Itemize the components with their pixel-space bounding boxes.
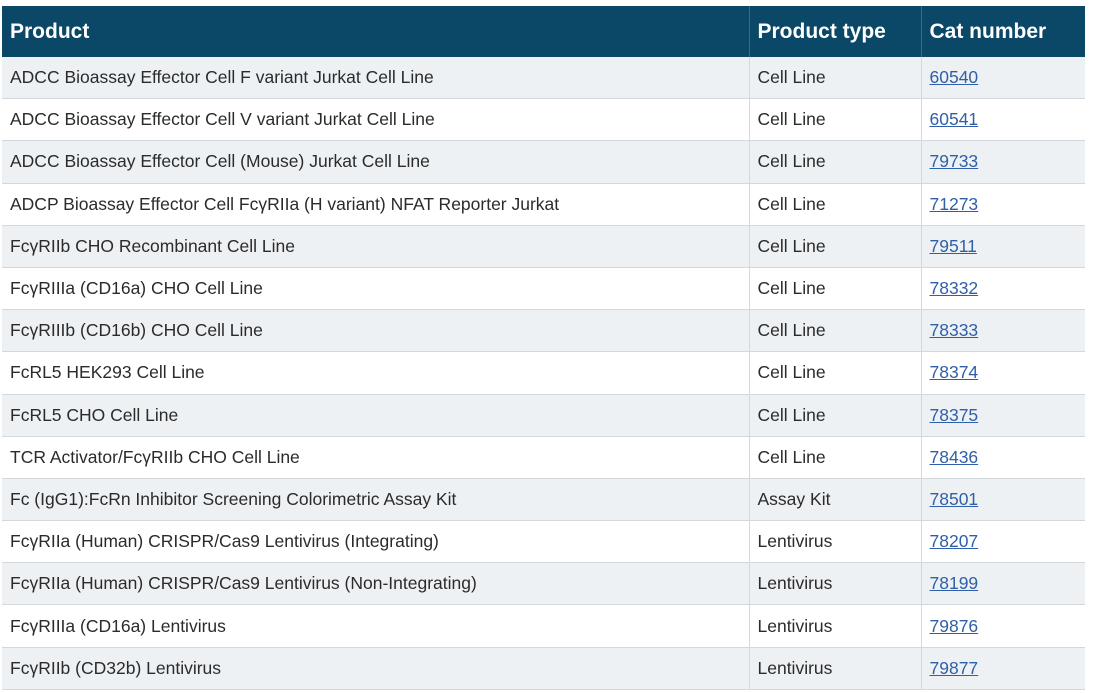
table-row: FcγRIIb (CD32b) Lentivirus Lentivirus 7987… (2, 647, 1085, 690)
product-name-cell: Fc (IgG1):FcRn Inhibitor Screening Color… (2, 478, 750, 522)
header-product: Product (2, 6, 750, 57)
product-name-cell: ADCC Bioassay Effector Cell F variant Ju… (2, 57, 750, 100)
cat-number-cell: 78333 (921, 309, 1085, 353)
table-row: ADCC Bioassay Effector Cell (Mouse) Jurk… (2, 140, 1085, 184)
product-name-cell: FcγRIIa (Human) CRISPR/Cas9 Lentivirus (… (2, 520, 750, 564)
cat-number-link[interactable]: 78207 (929, 531, 979, 552)
table-row: FcγRIIa (Human) CRISPR/Cas9 Lentivirus (… (2, 520, 1085, 564)
table-row: FcγRIIIa (CD16a) CHO Cell Line Cell Line 7… (2, 267, 1085, 311)
cat-number-link[interactable]: 79511 (929, 235, 977, 256)
cat-number-link[interactable]: 78375 (929, 404, 979, 425)
cat-number-cell: 78375 (921, 394, 1085, 437)
cat-number-cell: 79733 (921, 140, 1085, 184)
product-type-cell: Cell Line (749, 351, 922, 395)
cat-number-cell: 78199 (921, 562, 1085, 606)
product-type-cell: Cell Line (749, 394, 922, 437)
product-type-cell: Lentivirus (749, 520, 922, 564)
cat-number-link[interactable]: 78436 (929, 446, 979, 467)
table-row: TCR Activator/FcγRIIb CHO Cell Line Cell … (2, 436, 1085, 479)
table-row: FcγRIIa (Human) CRISPR/Cas9 Lentivirus (… (2, 562, 1085, 606)
product-name-cell: FcγRIIIa (CD16a) CHO Cell Line (2, 267, 750, 311)
product-table-container: Product Product type Cat number ADCC Bio… (2, 6, 1085, 690)
product-name-cell: TCR Activator/FcγRIIb CHO Cell Line (2, 436, 750, 479)
product-type-cell: Assay Kit (749, 478, 922, 522)
product-name-cell: ADCC Bioassay Effector Cell (Mouse) Jurk… (2, 140, 750, 184)
table-row: FcγRIIIb (CD16b) CHO Cell Line Cell Line 7… (2, 309, 1085, 353)
product-type-cell: Lentivirus (749, 562, 922, 606)
cat-number-cell: 60541 (921, 98, 1085, 142)
product-type-cell: Lentivirus (749, 604, 922, 648)
cat-number-cell: 79511 (921, 225, 1085, 268)
table-row: FcγRIIb CHO Recombinant Cell Line Cell Li… (2, 225, 1085, 268)
header-row: Product Product type Cat number (2, 6, 1085, 57)
product-name-cell: ADCP Bioassay Effector Cell FcγRIIa (H v… (2, 183, 750, 226)
cat-number-link[interactable]: 60541 (929, 109, 979, 130)
cat-number-link[interactable]: 79876 (929, 615, 979, 636)
cat-number-cell: 78332 (921, 267, 1085, 311)
product-type-cell: Cell Line (749, 309, 922, 353)
table-row: FcRL5 CHO Cell Line Cell Line 78375 (2, 394, 1085, 437)
cat-number-cell: 78374 (921, 351, 1085, 395)
product-table: Product Product type Cat number ADCC Bio… (2, 6, 1085, 690)
cat-number-link[interactable]: 79877 (929, 657, 979, 678)
cat-number-link[interactable]: 60540 (929, 67, 979, 88)
product-type-cell: Cell Line (749, 225, 922, 268)
table-header: Product Product type Cat number (2, 6, 1085, 57)
cat-number-cell: 78436 (921, 436, 1085, 479)
cat-number-cell: 78207 (921, 520, 1085, 564)
table-row: ADCC Bioassay Effector Cell F variant Ju… (2, 57, 1085, 100)
table-row: ADCP Bioassay Effector Cell FcγRIIa (H v… (2, 183, 1085, 226)
table-body: ADCC Bioassay Effector Cell F variant Ju… (2, 57, 1085, 690)
cat-number-link[interactable]: 71273 (929, 193, 979, 214)
cat-number-cell: 60540 (921, 57, 1085, 100)
product-name-cell: FcRL5 HEK293 Cell Line (2, 351, 750, 395)
cat-number-cell: 71273 (921, 183, 1085, 226)
table-row: Fc (IgG1):FcRn Inhibitor Screening Color… (2, 478, 1085, 522)
header-product-type: Product type (749, 6, 922, 57)
cat-number-cell: 79877 (921, 647, 1085, 690)
cat-number-link[interactable]: 79733 (929, 151, 979, 172)
product-type-cell: Cell Line (749, 140, 922, 184)
cat-number-link[interactable]: 78332 (929, 278, 979, 299)
table-row: FcRL5 HEK293 Cell Line Cell Line 78374 (2, 351, 1085, 395)
cat-number-cell: 79876 (921, 604, 1085, 648)
cat-number-cell: 78501 (921, 478, 1085, 522)
cat-number-link[interactable]: 78199 (929, 573, 979, 594)
product-name-cell: ADCC Bioassay Effector Cell V variant Ju… (2, 98, 750, 142)
table-row: FcγRIIIa (CD16a) Lentivirus Lentivirus 798… (2, 604, 1085, 648)
product-type-cell: Cell Line (749, 183, 922, 226)
product-type-cell: Cell Line (749, 98, 922, 142)
product-name-cell: FcγRIIb CHO Recombinant Cell Line (2, 225, 750, 268)
table-row: ADCC Bioassay Effector Cell V variant Ju… (2, 98, 1085, 142)
product-type-cell: Cell Line (749, 267, 922, 311)
cat-number-link[interactable]: 78374 (929, 362, 979, 383)
product-name-cell: FcRL5 CHO Cell Line (2, 394, 750, 437)
product-name-cell: FcγRIIIb (CD16b) CHO Cell Line (2, 309, 750, 353)
product-name-cell: FcγRIIb (CD32b) Lentivirus (2, 647, 750, 690)
cat-number-link[interactable]: 78501 (929, 488, 979, 509)
product-type-cell: Lentivirus (749, 647, 922, 690)
product-type-cell: Cell Line (749, 57, 922, 100)
header-cat-number: Cat number (921, 6, 1085, 57)
product-name-cell: FcγRIIIa (CD16a) Lentivirus (2, 604, 750, 648)
product-type-cell: Cell Line (749, 436, 922, 479)
product-name-cell: FcγRIIa (Human) CRISPR/Cas9 Lentivirus (… (2, 562, 750, 606)
cat-number-link[interactable]: 78333 (929, 320, 979, 341)
